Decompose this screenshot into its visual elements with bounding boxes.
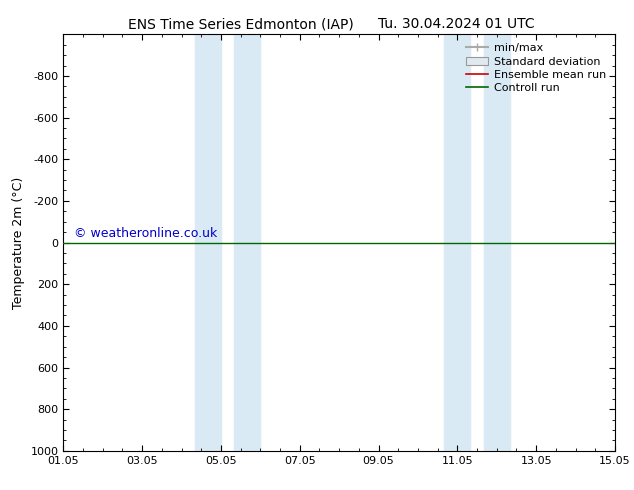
Text: ENS Time Series Edmonton (IAP): ENS Time Series Edmonton (IAP) [128, 17, 354, 31]
Bar [444, 34, 470, 451]
Text: Tu. 30.04.2024 01 UTC: Tu. 30.04.2024 01 UTC [378, 17, 535, 31]
Bar [484, 34, 510, 451]
Y-axis label: Temperature 2m (°C): Temperature 2m (°C) [12, 176, 25, 309]
Bar [195, 34, 221, 451]
Bar [234, 34, 261, 451]
Legend: min/max, Standard deviation, Ensemble mean run, Controll run: min/max, Standard deviation, Ensemble me… [463, 40, 609, 97]
Text: © weatheronline.co.uk: © weatheronline.co.uk [74, 227, 217, 241]
